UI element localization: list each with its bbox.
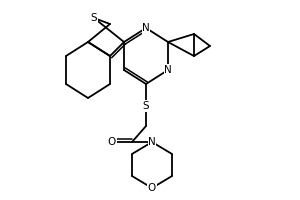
Text: N: N — [164, 65, 172, 75]
Text: O: O — [108, 137, 116, 147]
Text: N: N — [142, 23, 150, 33]
Text: N: N — [148, 137, 156, 147]
Text: O: O — [148, 183, 156, 193]
Text: S: S — [91, 13, 97, 23]
Text: S: S — [143, 101, 149, 111]
